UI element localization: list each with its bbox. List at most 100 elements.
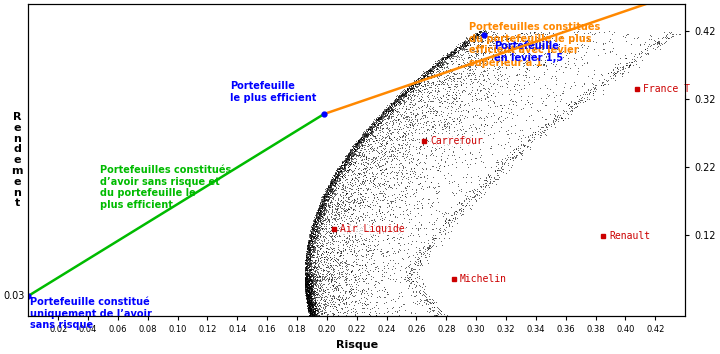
Point — [457, 41, 469, 46]
Point — [377, 287, 388, 293]
Point — [301, 289, 312, 295]
Point — [492, 78, 504, 83]
Point — [415, 124, 427, 130]
Point — [300, 291, 312, 297]
Point — [304, 301, 315, 307]
Point — [454, 61, 465, 67]
Point — [436, 54, 448, 60]
Point — [307, 232, 319, 237]
Point — [601, 78, 613, 84]
Point — [318, 301, 330, 307]
Point — [657, 41, 668, 47]
Point — [306, 242, 318, 248]
Point — [464, 150, 476, 155]
Point — [453, 47, 464, 52]
Point — [322, 216, 333, 222]
Point — [518, 44, 530, 49]
Point — [364, 256, 375, 262]
Point — [306, 266, 318, 272]
Point — [331, 174, 343, 180]
Point — [440, 98, 451, 104]
Point — [304, 237, 315, 243]
Point — [330, 212, 342, 217]
Point — [359, 267, 371, 273]
Point — [344, 152, 356, 158]
Point — [315, 200, 326, 205]
Point — [339, 174, 351, 180]
Point — [384, 114, 395, 120]
Point — [469, 33, 480, 38]
Point — [333, 166, 344, 172]
Point — [437, 79, 449, 85]
Point — [327, 283, 338, 289]
Point — [510, 155, 521, 161]
Point — [427, 64, 438, 70]
Point — [536, 43, 547, 48]
Point — [302, 293, 314, 299]
Point — [410, 283, 421, 289]
Point — [309, 233, 320, 239]
Point — [318, 193, 329, 199]
Point — [302, 306, 314, 312]
Point — [301, 291, 312, 296]
Point — [408, 169, 420, 174]
Point — [479, 28, 490, 34]
Point — [305, 314, 316, 320]
Point — [360, 134, 372, 140]
Point — [304, 261, 315, 266]
Point — [307, 289, 318, 294]
Point — [307, 299, 318, 304]
Point — [330, 203, 342, 209]
Point — [346, 183, 358, 189]
Point — [395, 222, 406, 228]
Point — [306, 242, 318, 247]
Point — [333, 261, 344, 266]
Point — [306, 233, 318, 239]
Point — [391, 179, 402, 185]
Point — [438, 142, 450, 148]
Point — [453, 44, 464, 50]
Point — [377, 110, 389, 116]
Point — [350, 147, 361, 152]
Point — [413, 173, 424, 178]
Point — [402, 88, 413, 93]
Point — [326, 246, 338, 252]
Point — [303, 256, 315, 261]
Point — [425, 179, 436, 185]
Point — [350, 250, 361, 256]
Point — [424, 166, 436, 171]
Point — [305, 299, 316, 305]
Point — [507, 148, 518, 153]
Point — [456, 44, 467, 50]
Point — [374, 143, 385, 149]
Point — [445, 121, 456, 126]
Point — [440, 56, 451, 61]
Point — [420, 69, 431, 75]
Point — [540, 121, 552, 127]
Point — [340, 207, 351, 213]
Point — [332, 195, 343, 201]
Point — [396, 170, 408, 175]
Point — [318, 200, 329, 205]
Point — [302, 295, 314, 301]
Point — [408, 85, 419, 90]
Point — [476, 88, 487, 93]
Point — [413, 246, 425, 251]
Point — [326, 274, 338, 279]
Point — [356, 227, 367, 233]
Point — [304, 292, 315, 298]
Point — [308, 259, 320, 265]
Point — [514, 151, 526, 156]
Point — [336, 200, 347, 205]
Point — [495, 54, 506, 60]
Point — [411, 84, 423, 90]
Point — [480, 48, 491, 54]
Point — [303, 296, 315, 301]
Point — [529, 131, 541, 137]
Point — [312, 214, 323, 219]
Point — [456, 212, 467, 218]
Point — [316, 201, 328, 207]
Point — [302, 284, 313, 290]
Point — [300, 287, 312, 292]
Point — [346, 147, 358, 152]
